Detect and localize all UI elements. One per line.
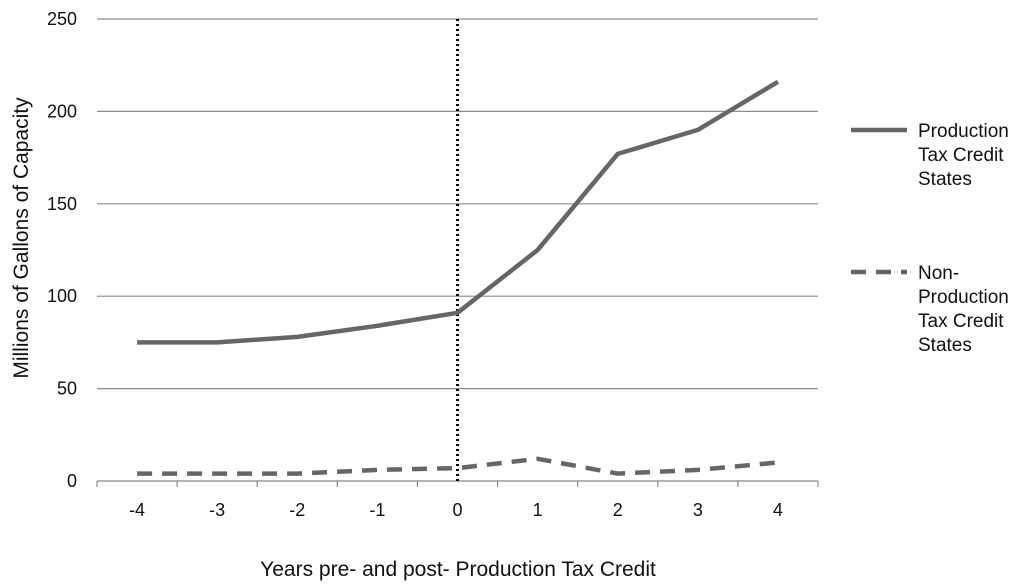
legend-label-line: Production	[918, 287, 1009, 308]
x-tick-label--1: -1	[369, 500, 385, 520]
legend-label-production: Production Tax Credit States	[918, 121, 1009, 190]
legend-label-line: Production	[918, 121, 1009, 142]
legend-label-line: Tax Credit	[918, 311, 1004, 332]
y-tick-label-250: 250	[47, 9, 77, 29]
legend-label-line: States	[918, 169, 972, 190]
x-tick-label--3: -3	[209, 500, 225, 520]
y-tick-label-100: 100	[47, 286, 77, 306]
series-lines	[137, 79, 780, 476]
x-tick-label-1: 1	[533, 500, 543, 520]
y-axis-title: Millions of Gallons of Capacity	[10, 97, 33, 379]
series-line-production-tax-credit-states	[137, 79, 780, 345]
legend-label-line: States	[918, 335, 972, 356]
legend-label-line: Non-	[918, 263, 959, 284]
legend-label-non-production: Non- Production Tax Credit States	[918, 263, 1009, 356]
x-axis-title: Years pre- and post- Production Tax Cred…	[260, 558, 656, 581]
x-tick-label-0: 0	[452, 500, 462, 520]
y-axis-tick-labels: 0 50 100 150 200 250	[47, 9, 77, 491]
series-line-non-production-tax-credit-states	[137, 456, 779, 476]
x-axis-tick-labels: -4 -3 -2 -1 0 1 2 3 4	[129, 500, 783, 520]
y-tick-label-150: 150	[47, 194, 77, 214]
x-tick-label-3: 3	[693, 500, 703, 520]
x-tick-label--4: -4	[129, 500, 145, 520]
x-axis-ticks	[96, 481, 819, 487]
y-tick-label-0: 0	[67, 471, 77, 491]
y-tick-label-50: 50	[57, 379, 77, 399]
y-tick-label-200: 200	[47, 101, 77, 121]
legend: Production Tax Credit States Non- Production…	[851, 121, 1009, 356]
legend-label-line: Tax Credit	[918, 145, 1004, 166]
x-tick-label-2: 2	[613, 500, 623, 520]
x-tick-label--2: -2	[289, 500, 305, 520]
x-tick-label-4: 4	[773, 500, 783, 520]
